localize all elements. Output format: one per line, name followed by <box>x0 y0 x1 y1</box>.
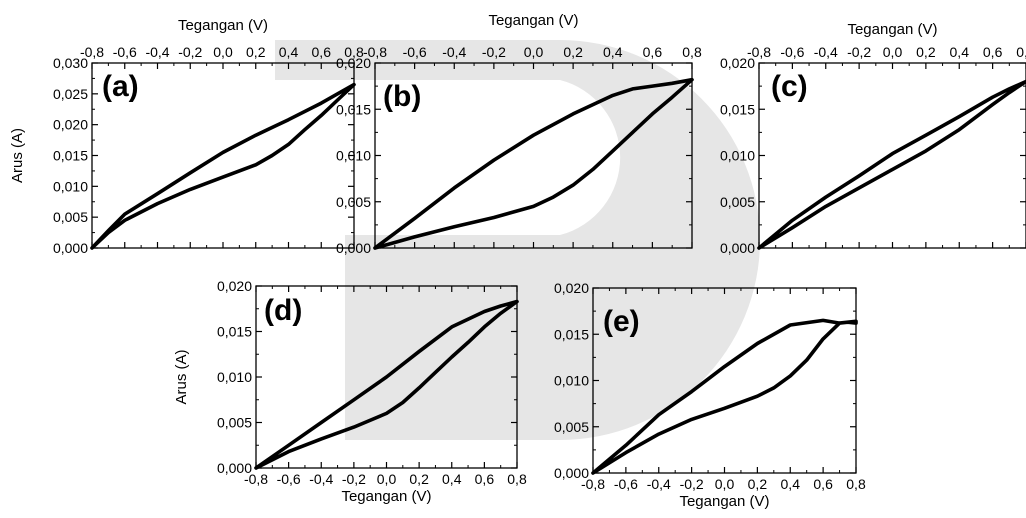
x-tick-label: 0,0 <box>883 44 903 60</box>
x-tick-label: -0,2 <box>680 476 704 492</box>
y-tick-label: 0,015 <box>336 101 371 117</box>
x-tick-label: -0,2 <box>847 44 871 60</box>
panel-label: (a) <box>102 70 139 103</box>
y-tick-label: 0,010 <box>720 148 755 164</box>
y-tick-label: 0,015 <box>720 101 755 117</box>
x-axis-title: Tegangan (V) <box>178 17 268 34</box>
iv-curve <box>757 79 1026 250</box>
x-tick-label: -0,8 <box>581 476 605 492</box>
x-tick-label: 0,6 <box>813 476 833 492</box>
x-tick-label: -0,6 <box>277 471 301 487</box>
y-tick-label: 0,005 <box>217 415 252 431</box>
x-tick-label: -0,2 <box>178 44 202 60</box>
x-tick-label: -0,4 <box>145 44 169 60</box>
x-tick-label: 0,8 <box>344 44 364 60</box>
y-tick-label: 0,010 <box>336 148 371 164</box>
x-tick-label: -0,4 <box>814 44 838 60</box>
y-tick-label: 0,025 <box>53 86 88 102</box>
panel-label: (e) <box>603 305 640 338</box>
y-axis-title: Arus (A) <box>9 128 26 183</box>
x-tick-label: 0,4 <box>442 471 462 487</box>
x-tick-label: -0,2 <box>482 44 506 60</box>
x-tick-label: -0,8 <box>80 44 104 60</box>
y-tick-label: 0,020 <box>720 55 755 71</box>
y-tick-label: 0,010 <box>217 369 252 385</box>
iv-curve <box>254 299 519 470</box>
x-tick-label: 0,8 <box>682 44 702 60</box>
x-tick-label: -0,8 <box>244 471 268 487</box>
x-axis-title: Tegangan (V) <box>847 21 937 38</box>
x-tick-label: -0,4 <box>647 476 671 492</box>
x-tick-label: 0,8 <box>507 471 527 487</box>
y-tick-label: 0,005 <box>720 194 755 210</box>
y-tick-label: 0,015 <box>554 326 589 342</box>
x-tick-label: 0,2 <box>246 44 266 60</box>
iv-curve <box>373 77 694 250</box>
y-tick-label: 0,005 <box>336 194 371 210</box>
y-tick-label: 0,005 <box>554 419 589 435</box>
y-tick-label: 0,010 <box>53 178 88 194</box>
x-axis-title: Tegangan (V) <box>341 488 431 505</box>
x-tick-label: 0,2 <box>409 471 429 487</box>
x-tick-label: 0,0 <box>715 476 735 492</box>
y-tick-label: 0,020 <box>217 278 252 294</box>
x-tick-label: 0,4 <box>603 44 623 60</box>
y-tick-label: 0,020 <box>336 55 371 71</box>
x-tick-label: -0,6 <box>780 44 804 60</box>
panel-label: (d) <box>264 294 302 327</box>
y-tick-label: 0,010 <box>554 373 589 389</box>
y-axis-title: Arus (A) <box>173 349 190 404</box>
watermark-shape <box>275 40 760 440</box>
y-tick-label: 0,030 <box>53 55 88 71</box>
iv-curve <box>90 82 356 250</box>
x-tick-label: 0,4 <box>781 476 801 492</box>
x-tick-label: -0,6 <box>614 476 638 492</box>
x-tick-label: 0,6 <box>983 44 1003 60</box>
y-tick-label: 0,015 <box>217 324 252 340</box>
x-tick-label: 0,2 <box>563 44 583 60</box>
x-tick-label: 0,8 <box>846 476 866 492</box>
x-axis-title: Tegangan (V) <box>488 12 578 29</box>
y-tick-label: 0,000 <box>53 240 88 256</box>
x-tick-label: 0,2 <box>748 476 768 492</box>
x-tick-label: 0,6 <box>312 44 332 60</box>
x-tick-label: -0,4 <box>442 44 466 60</box>
x-tick-label: 0,0 <box>524 44 544 60</box>
x-tick-label: 0,0 <box>213 44 233 60</box>
y-tick-label: 0,015 <box>53 148 88 164</box>
x-tick-label: -0,8 <box>747 44 771 60</box>
x-tick-label: -0,2 <box>342 471 366 487</box>
x-tick-label: -0,8 <box>363 44 387 60</box>
x-tick-label: 0,8 <box>1016 44 1026 60</box>
x-axis-title: Tegangan (V) <box>679 493 769 510</box>
y-tick-label: 0,005 <box>53 209 88 225</box>
iv-curve <box>591 318 858 475</box>
x-tick-label: -0,4 <box>309 471 333 487</box>
x-tick-label: -0,6 <box>113 44 137 60</box>
x-tick-label: 0,6 <box>475 471 495 487</box>
y-tick-label: 0,020 <box>53 117 88 133</box>
y-tick-label: 0,000 <box>336 240 371 256</box>
x-tick-label: 0,2 <box>916 44 936 60</box>
x-tick-label: 0,4 <box>950 44 970 60</box>
y-tick-label: 0,000 <box>217 460 252 476</box>
x-tick-label: 0,6 <box>643 44 663 60</box>
y-tick-label: 0,000 <box>720 240 755 256</box>
y-tick-label: 0,000 <box>554 465 589 481</box>
x-tick-label: -0,6 <box>403 44 427 60</box>
panel-label: (c) <box>771 70 808 103</box>
x-tick-label: 0,4 <box>279 44 299 60</box>
panel-label: (b) <box>383 80 421 113</box>
y-tick-label: 0,020 <box>554 280 589 296</box>
x-tick-label: 0,0 <box>377 471 397 487</box>
